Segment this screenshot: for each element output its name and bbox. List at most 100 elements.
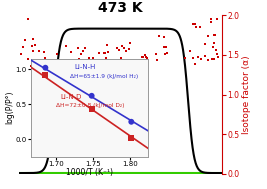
Point <box>202 55 207 58</box>
Point <box>77 57 81 60</box>
Point <box>81 50 85 53</box>
Point <box>191 57 195 60</box>
Point <box>33 65 37 68</box>
Point <box>128 41 132 44</box>
Point <box>212 41 217 44</box>
Point <box>64 45 68 48</box>
Point <box>212 33 216 36</box>
Point <box>127 47 131 50</box>
Point <box>101 60 105 63</box>
Point <box>64 62 68 65</box>
Point <box>124 60 128 63</box>
Point <box>193 63 197 66</box>
Point <box>215 52 219 55</box>
Point <box>213 34 217 37</box>
Point <box>165 51 170 54</box>
Point <box>198 26 202 29</box>
Point <box>120 44 124 47</box>
Point <box>162 45 167 48</box>
Point <box>143 53 147 56</box>
Point <box>117 48 121 51</box>
Point <box>97 52 101 55</box>
Point <box>124 50 129 53</box>
Point <box>28 64 33 67</box>
Point <box>79 52 83 55</box>
Point <box>163 52 167 55</box>
Y-axis label: Isotope factor (α): Isotope factor (α) <box>242 55 251 134</box>
Point <box>209 18 214 21</box>
Point <box>129 136 134 139</box>
Point <box>31 38 35 41</box>
Point <box>154 53 158 56</box>
Point <box>193 22 197 25</box>
Point <box>144 55 148 58</box>
Point <box>55 52 59 55</box>
Text: Li-N-D: Li-N-D <box>61 94 82 100</box>
Point <box>43 66 48 69</box>
Point <box>53 60 58 63</box>
Point <box>214 48 218 51</box>
Point <box>155 58 159 61</box>
Point <box>30 44 34 47</box>
Point <box>191 22 195 26</box>
Point <box>87 61 91 64</box>
Point <box>206 34 210 37</box>
Point <box>98 63 102 66</box>
Point <box>118 56 123 59</box>
Point <box>209 20 214 23</box>
Point <box>145 57 149 60</box>
Point <box>21 45 25 48</box>
Text: ΔH=65±1.9 (kJ/mol H₂): ΔH=65±1.9 (kJ/mol H₂) <box>70 74 138 79</box>
Point <box>139 60 143 63</box>
Y-axis label: log(P/P°): log(P/P°) <box>5 91 14 125</box>
Point <box>216 55 220 58</box>
Point <box>140 55 144 58</box>
Point <box>129 120 134 123</box>
Point <box>83 47 87 50</box>
Title: 473 K: 473 K <box>98 1 143 15</box>
Point <box>23 39 27 42</box>
Point <box>183 56 187 59</box>
Text: ΔH=72±0.8 (kJ/mol D₂): ΔH=72±0.8 (kJ/mol D₂) <box>56 103 125 108</box>
Point <box>157 35 161 38</box>
Point <box>196 55 201 58</box>
Point <box>89 108 94 111</box>
Point <box>103 61 107 64</box>
Point <box>103 60 108 63</box>
Point <box>206 58 211 61</box>
Point <box>164 46 168 49</box>
Point <box>87 56 91 59</box>
Point <box>194 26 198 29</box>
Point <box>162 35 166 38</box>
Point <box>115 47 119 50</box>
Point <box>68 50 73 53</box>
Point <box>105 44 109 47</box>
Point <box>198 57 203 60</box>
Point <box>42 57 47 60</box>
X-axis label: 1000/T (K⁻¹): 1000/T (K⁻¹) <box>66 168 113 177</box>
Point <box>43 73 48 76</box>
Point <box>82 61 86 64</box>
Point <box>101 52 106 55</box>
Point <box>26 18 31 21</box>
Point <box>76 46 80 49</box>
Point <box>37 49 41 52</box>
Point <box>26 58 30 61</box>
Point <box>104 56 109 59</box>
Point <box>140 56 145 59</box>
Point <box>42 50 46 53</box>
Point <box>187 50 192 53</box>
Point <box>106 51 110 54</box>
Point <box>211 45 215 48</box>
Point <box>122 46 126 50</box>
Point <box>215 17 219 20</box>
Text: Li-N-H: Li-N-H <box>75 64 96 70</box>
Point <box>103 52 108 55</box>
Point <box>212 57 216 60</box>
Point <box>19 53 23 56</box>
Point <box>33 44 37 47</box>
Point <box>89 94 94 97</box>
Point <box>210 57 214 60</box>
Point <box>30 49 35 52</box>
Point <box>202 42 207 45</box>
